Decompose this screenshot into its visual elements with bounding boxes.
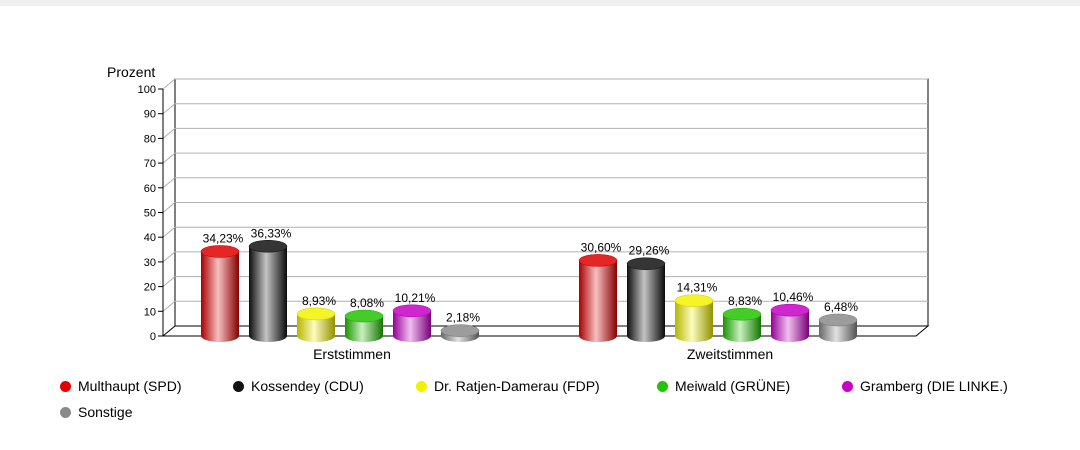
- legend-swatch: [657, 380, 668, 392]
- bar: [674, 294, 714, 342]
- legend-swatch: [416, 380, 427, 392]
- bar: [626, 257, 666, 342]
- y-tick-label: 90: [144, 109, 156, 121]
- data-label: 10,46%: [773, 290, 814, 304]
- legend-swatch: [842, 380, 853, 392]
- legend-item: Gramberg (DIE LINKE.): [842, 378, 1008, 394]
- y-axis-label: Prozent: [107, 64, 155, 80]
- data-label: 10,21%: [395, 291, 436, 305]
- data-label: 6,48%: [824, 300, 858, 314]
- grid-line: [162, 177, 176, 189]
- bar: [770, 303, 810, 342]
- legend-label: Multhaupt (SPD): [78, 378, 182, 394]
- legend-label: Gramberg (DIE LINKE.): [860, 378, 1008, 394]
- bar: [296, 307, 336, 342]
- legend-label: Kossendey (CDU): [251, 378, 364, 394]
- bar: [578, 254, 618, 342]
- legend-item: Meiwald (GRÜNE): [657, 378, 790, 394]
- grid-line: [162, 152, 176, 164]
- grid-line: [162, 78, 176, 90]
- grid-line: [162, 226, 176, 238]
- x-category-label: Erststimmen: [313, 346, 391, 362]
- grid-line: [162, 128, 176, 139]
- y-tick-label: 0: [150, 331, 156, 343]
- data-labels: 34,23% 36,33% 8,93% 8,08% 10,21% 2,18% Erststi…: [203, 226, 859, 362]
- top-strip: [0, 0, 1080, 6]
- bar: [392, 304, 432, 342]
- data-label: 29,26%: [629, 244, 670, 258]
- y-tick-label: 70: [144, 158, 156, 170]
- y-tick-label: 20: [144, 282, 156, 294]
- data-label: 8,93%: [302, 294, 336, 308]
- legend-item: Dr. Ratjen-Damerau (FDP): [416, 378, 600, 394]
- y-tick-label: 50: [144, 208, 156, 220]
- data-label: 8,08%: [350, 296, 384, 310]
- bar: [344, 309, 384, 342]
- data-label: 30,60%: [581, 240, 622, 254]
- grid-line: [162, 202, 176, 213]
- legend-item: Sonstige: [60, 404, 132, 420]
- bar: [200, 245, 240, 342]
- grid-line: [162, 251, 176, 263]
- y-tick-label: 40: [144, 232, 156, 244]
- legend-swatch: [233, 380, 244, 392]
- legend-label: Meiwald (GRÜNE): [675, 378, 791, 394]
- bar: [248, 240, 288, 342]
- y-tick-label: 100: [138, 84, 156, 96]
- grid-line: [162, 276, 176, 287]
- y-tick-label: 10: [144, 306, 156, 318]
- bars: [200, 240, 858, 342]
- data-label: 8,83%: [728, 294, 762, 308]
- grid-line: [162, 103, 176, 115]
- x-category-label: Zweitstimmen: [687, 346, 773, 362]
- legend-label: Dr. Ratjen-Damerau (FDP): [434, 378, 600, 394]
- grid-line: [162, 300, 176, 312]
- legend-swatch: [60, 380, 71, 392]
- y-tick-label: 80: [144, 133, 156, 145]
- data-label: 2,18%: [446, 311, 480, 325]
- data-label: 34,23%: [203, 231, 244, 245]
- legend-item: Multhaupt (SPD): [60, 378, 181, 394]
- y-tick-label: 60: [144, 183, 156, 195]
- legend-item: Kossendey (CDU): [233, 378, 364, 394]
- legend-label: Sonstige: [78, 404, 133, 420]
- data-label: 36,33%: [251, 226, 292, 240]
- bar: [818, 313, 858, 342]
- bar: [722, 307, 762, 342]
- grid-lines: [162, 78, 928, 312]
- y-tick-label: 30: [144, 257, 156, 269]
- data-label: 14,31%: [677, 281, 718, 295]
- bar: [440, 324, 480, 342]
- legend-swatch: [60, 406, 71, 418]
